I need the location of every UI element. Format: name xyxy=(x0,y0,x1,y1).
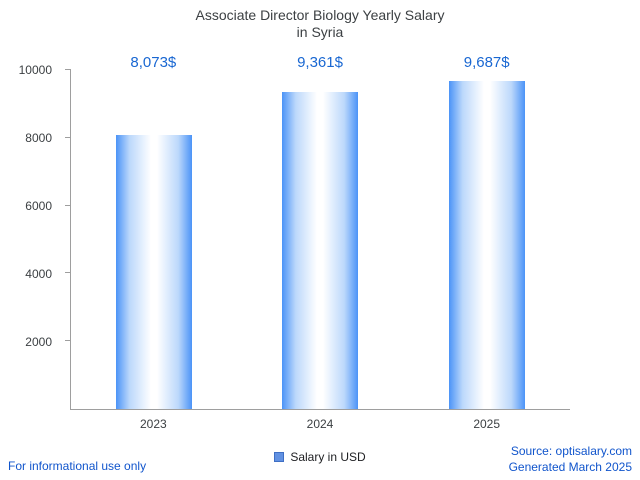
legend-swatch-icon xyxy=(274,452,285,462)
salary-bar-2025 xyxy=(448,80,525,409)
y-tick-label: 2000 xyxy=(25,335,52,349)
x-axis-label: 2023 xyxy=(139,417,167,431)
y-tick-label: 10000 xyxy=(18,63,52,77)
plot-area xyxy=(65,69,570,410)
salary-bar-2023 xyxy=(116,135,193,409)
value-label-slot: 9,361$ xyxy=(237,54,404,72)
value-label-slot: 9,687$ xyxy=(403,54,570,72)
y-tick-label: 6000 xyxy=(25,199,52,213)
source-block: Source: optisalary.com Generated March 2… xyxy=(509,443,632,475)
bar-value-label: 9,361$ xyxy=(297,54,343,71)
y-tick-mark xyxy=(65,136,71,138)
y-tick-mark xyxy=(65,272,71,274)
salary-bar-2024 xyxy=(282,91,359,409)
bar-value-label: 9,687$ xyxy=(463,54,510,71)
legend[interactable]: Salary in USD xyxy=(0,450,640,464)
generated-date: Generated March 2025 xyxy=(508,459,632,474)
x-axis-labels-row: 2023 2024 2025 xyxy=(70,417,570,431)
bar-slot xyxy=(237,70,403,409)
bar-value-label: 8,073$ xyxy=(130,54,177,71)
y-tick-label: 4000 xyxy=(25,267,52,281)
y-axis: 2000 4000 6000 8000 10000 xyxy=(0,63,62,410)
source-link[interactable]: Source: optisalary.com xyxy=(510,443,632,458)
y-tick-mark xyxy=(65,340,71,342)
y-tick-mark xyxy=(65,69,71,70)
y-tick-label: 8000 xyxy=(25,131,52,145)
x-axis-label: 2025 xyxy=(473,417,501,431)
legend-label: Salary in USD xyxy=(290,450,366,464)
y-tick-mark xyxy=(65,204,71,206)
disclaimer-text: For informational use only xyxy=(8,459,147,473)
value-labels-row: 8,073$ 9,361$ 9,687$ xyxy=(70,54,570,72)
chart-title: Associate Director Biology Yearly Salary xyxy=(195,7,445,23)
x-axis-label: 2024 xyxy=(306,417,334,431)
bar-slot xyxy=(404,70,570,409)
bar-slot xyxy=(71,70,237,409)
chart-subtitle: in Syria xyxy=(296,24,344,40)
value-label-slot: 8,073$ xyxy=(70,54,237,72)
